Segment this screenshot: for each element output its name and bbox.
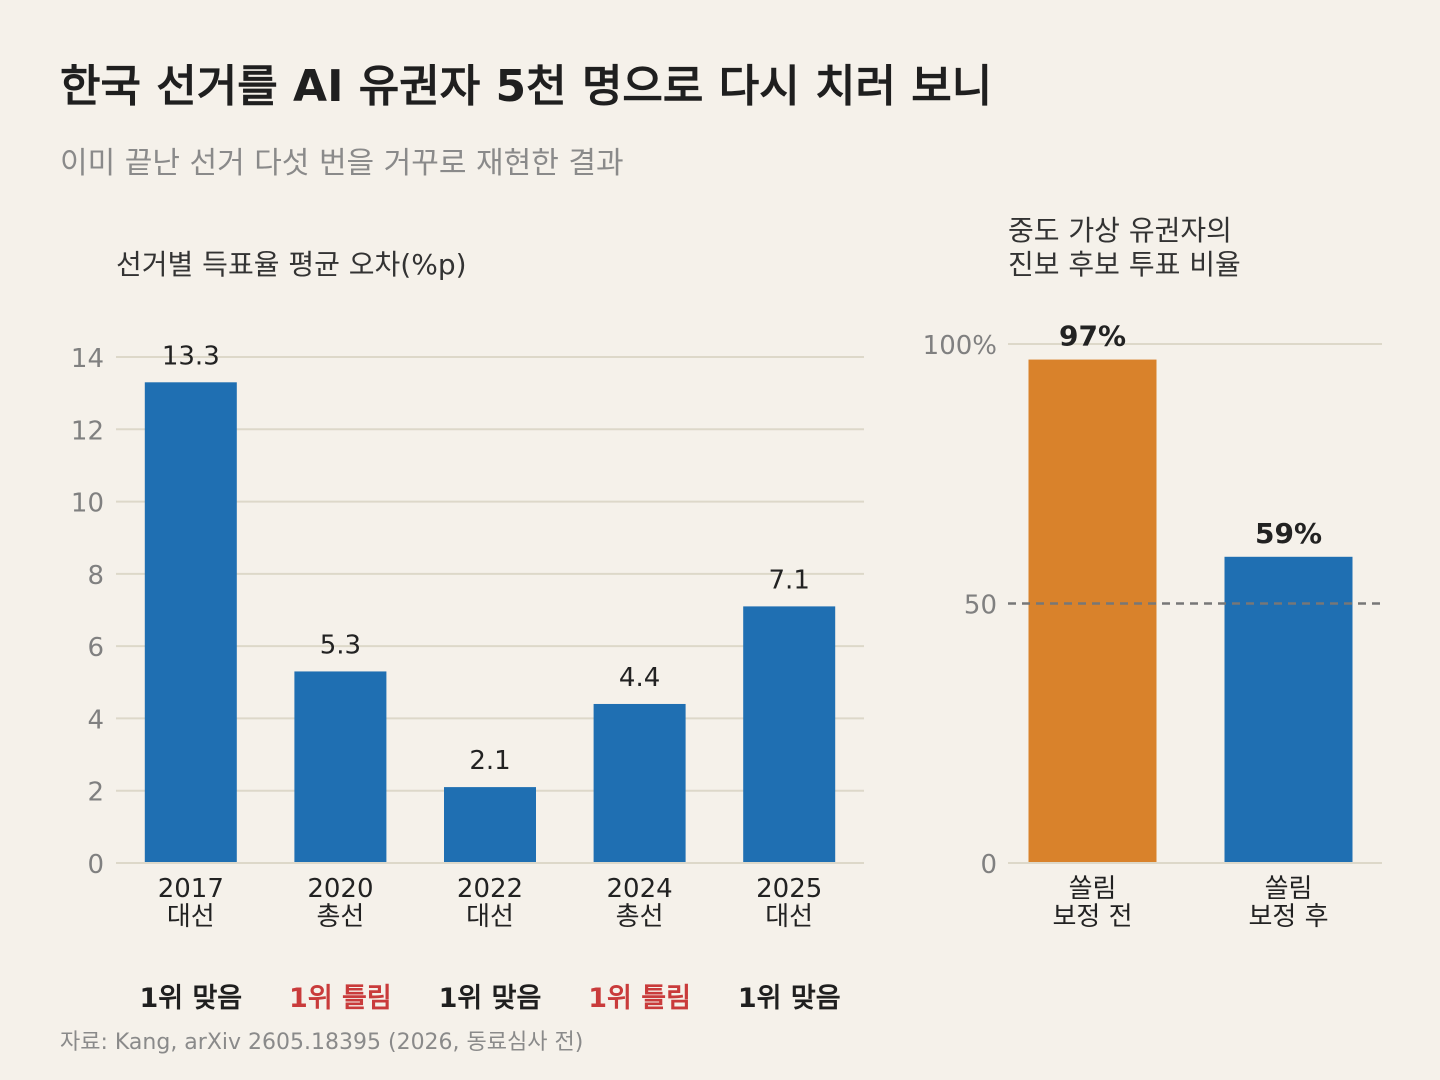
data-label: 5.3	[320, 630, 361, 660]
result-annotation: 1위 맞음	[439, 983, 542, 1014]
y-tick-label: 4	[87, 705, 104, 735]
result-annotation: 1위 틀림	[588, 983, 691, 1014]
x-tick-label: 2020 총선	[307, 874, 373, 932]
chart-title: 중도 가상 유권자의 진보 후보 투표 비율	[1008, 214, 1241, 281]
bar	[294, 671, 387, 863]
data-label: 2.1	[469, 746, 510, 776]
x-tick-label: 쏠림 보정 후	[1248, 874, 1328, 932]
x-tick-label: 2025 대선	[756, 874, 822, 932]
bar	[1028, 359, 1157, 863]
x-tick-label: 2017 대선	[158, 874, 224, 932]
y-tick-label: 12	[71, 416, 104, 446]
source-note: 자료: Kang, arXiv 2605.18395 (2026, 동료심사 전…	[60, 1030, 584, 1055]
data-label: 13.3	[162, 341, 220, 371]
data-label: 97%	[1059, 320, 1126, 353]
data-label: 4.4	[619, 663, 660, 693]
result-annotation: 1위 맞음	[139, 983, 242, 1014]
data-label: 7.1	[769, 565, 810, 595]
result-annotation: 1위 틀림	[289, 983, 392, 1014]
bar	[743, 606, 836, 863]
page-subtitle: 이미 끝난 선거 다섯 번을 거꾸로 재현한 결과	[60, 146, 624, 181]
page-title: 한국 선거를 AI 유권자 5천 명으로 다시 치러 보니	[60, 61, 993, 112]
error-bar-chart: 선거별 득표율 평균 오차(%p) 0 2 4 6 8 10 12 14 13.3 2017 대선 1위…	[71, 248, 864, 1014]
bar	[1224, 556, 1353, 863]
bar	[444, 787, 536, 863]
y-tick-label: 0	[980, 850, 997, 880]
y-tick-label: 10	[71, 489, 104, 519]
y-tick-label: 6	[87, 633, 104, 663]
vote-ratio-bar-chart: 중도 가상 유권자의 진보 후보 투표 비율 0 50 100% 97% 쏠림 보정 전 59%…	[923, 214, 1382, 932]
x-tick-label: 쏠림 보정 전	[1052, 874, 1132, 932]
data-label: 59%	[1255, 517, 1322, 550]
result-annotation: 1위 맞음	[738, 983, 841, 1014]
chart-title: 선거별 득표율 평균 오차(%p)	[116, 248, 467, 281]
y-tick-label: 14	[71, 344, 104, 374]
y-tick-label: 8	[87, 561, 104, 591]
bar	[593, 703, 686, 863]
y-tick-label: 2	[87, 778, 104, 808]
y-tick-label: 100%	[923, 331, 997, 361]
x-tick-label: 2024 총선	[607, 874, 673, 932]
y-tick-label: 50	[964, 591, 997, 621]
y-tick-label: 0	[87, 850, 104, 880]
x-tick-label: 2022 대선	[457, 874, 523, 932]
bar	[144, 382, 237, 863]
